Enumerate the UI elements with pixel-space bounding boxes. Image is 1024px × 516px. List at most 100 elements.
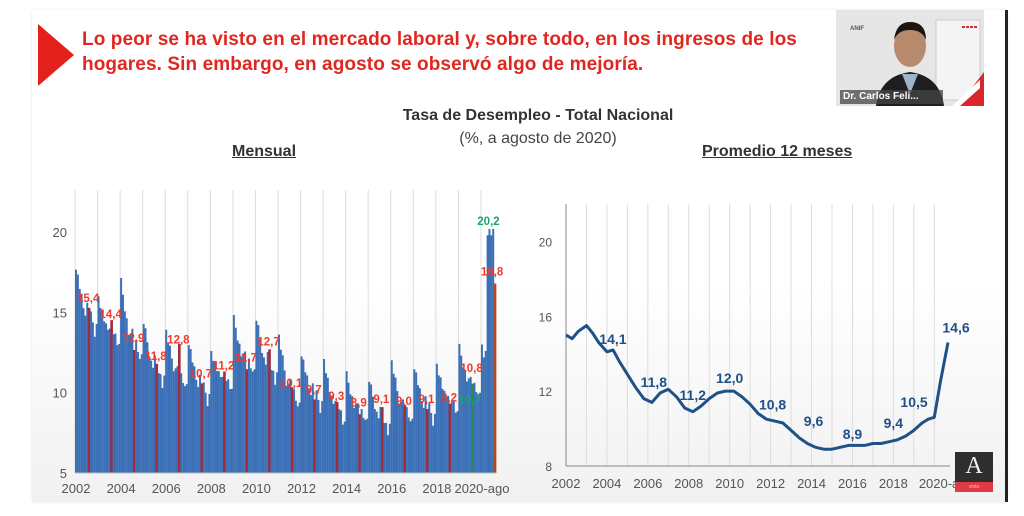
bar-month bbox=[319, 412, 322, 473]
bar-month bbox=[125, 318, 128, 473]
x-tick-label: 2008 bbox=[674, 476, 703, 491]
bar-month bbox=[473, 382, 476, 473]
bar-month bbox=[328, 391, 331, 473]
bar-month bbox=[447, 395, 450, 473]
bar-month bbox=[368, 381, 371, 473]
bar-month bbox=[163, 375, 166, 473]
data-label-august: 9,7 bbox=[306, 385, 322, 397]
bar-month bbox=[294, 400, 297, 473]
bar-month bbox=[355, 404, 358, 473]
bar-month bbox=[276, 372, 279, 473]
bar-month bbox=[118, 343, 121, 473]
bar-month bbox=[129, 333, 132, 473]
bar-month bbox=[212, 360, 215, 473]
bar-month bbox=[121, 294, 124, 473]
bar-month bbox=[195, 379, 198, 473]
bar-month bbox=[249, 368, 252, 473]
bar-month bbox=[197, 386, 200, 473]
y-tick-label: 20 bbox=[53, 225, 67, 240]
bar-august bbox=[426, 409, 429, 473]
bar-month bbox=[398, 404, 401, 473]
bar-month bbox=[293, 389, 295, 473]
red-arrow-icon bbox=[38, 24, 74, 86]
bar-month bbox=[362, 418, 365, 473]
bar-month bbox=[80, 293, 83, 473]
bar-month bbox=[193, 366, 196, 473]
bar-month bbox=[210, 350, 213, 473]
bar-month bbox=[153, 355, 156, 473]
bar-month bbox=[492, 228, 495, 473]
data-label-august: 9,0 bbox=[396, 396, 412, 408]
bar-month bbox=[106, 329, 109, 473]
bar-month bbox=[351, 396, 354, 473]
bar-month bbox=[253, 369, 256, 473]
bar-month bbox=[191, 362, 194, 473]
participant-name: Dr. Carlos Feli... bbox=[840, 90, 943, 104]
data-label-august: 11,7 bbox=[235, 352, 257, 364]
y-tick-label: 5 bbox=[60, 466, 67, 481]
bar-month bbox=[167, 342, 170, 473]
data-label-august: 12,9 bbox=[122, 333, 144, 345]
bar-month bbox=[371, 396, 374, 473]
bar-month bbox=[168, 345, 171, 473]
data-label: 10,8 bbox=[759, 397, 786, 413]
bar-month bbox=[259, 339, 262, 473]
bar-month bbox=[418, 388, 421, 473]
bar-month bbox=[377, 418, 380, 473]
bar-month bbox=[135, 339, 138, 473]
series-line bbox=[565, 324, 950, 451]
bar-month bbox=[255, 320, 258, 473]
bar-month bbox=[417, 385, 420, 473]
bar-month bbox=[214, 361, 217, 473]
bar-month bbox=[439, 377, 442, 473]
bar-month bbox=[189, 349, 192, 473]
data-label-august: 9,1 bbox=[373, 394, 390, 406]
y-tick-label: 16 bbox=[539, 310, 553, 324]
bar-month bbox=[373, 409, 376, 473]
bar-month bbox=[454, 412, 457, 473]
bar-month bbox=[456, 411, 459, 473]
x-tick-label: 2002 bbox=[62, 481, 91, 496]
bar-month bbox=[341, 424, 344, 473]
bar-month bbox=[215, 370, 218, 473]
bar-august bbox=[380, 407, 384, 473]
x-tick-label: 2006 bbox=[633, 476, 662, 491]
data-label-august: 10,7 bbox=[190, 368, 212, 380]
bar-month bbox=[120, 278, 123, 473]
bar-month bbox=[345, 371, 348, 473]
bar-month bbox=[187, 345, 190, 473]
bar-month bbox=[450, 401, 453, 473]
bar-august bbox=[223, 371, 226, 473]
bar-august bbox=[178, 343, 181, 473]
bar-month bbox=[386, 435, 389, 473]
bar-month bbox=[477, 394, 480, 473]
x-tick-label: 2004 bbox=[592, 476, 621, 491]
y-tick-label: 10 bbox=[53, 386, 67, 401]
bar-month bbox=[101, 309, 104, 473]
bar-month bbox=[409, 421, 412, 473]
bar-month bbox=[184, 386, 186, 473]
bar-month bbox=[152, 367, 155, 473]
bar-month bbox=[443, 390, 446, 473]
bar-month bbox=[234, 327, 237, 473]
bar-month bbox=[467, 378, 470, 473]
bar-month bbox=[370, 384, 373, 473]
bar-month bbox=[298, 402, 301, 473]
bar-month bbox=[97, 296, 100, 473]
bar-august bbox=[87, 307, 91, 473]
video-thumbnail[interactable]: ANIF Dr. Carlos Feli... bbox=[836, 10, 984, 106]
bar-month bbox=[424, 396, 427, 473]
bar-month bbox=[324, 373, 327, 473]
bar-month bbox=[349, 394, 352, 473]
bar-month bbox=[251, 371, 254, 473]
bar-month bbox=[490, 235, 493, 473]
panel-title-12m-average: Promedio 12 meses bbox=[702, 143, 853, 160]
bar-month bbox=[232, 314, 235, 473]
bar-month bbox=[172, 371, 175, 473]
data-label: 11,8 bbox=[641, 374, 668, 390]
data-label: 10,5 bbox=[900, 394, 927, 410]
bar-month bbox=[230, 388, 233, 473]
bar-month bbox=[402, 399, 405, 473]
bar-month bbox=[323, 358, 326, 473]
data-label-august: 9,1 bbox=[418, 394, 435, 406]
